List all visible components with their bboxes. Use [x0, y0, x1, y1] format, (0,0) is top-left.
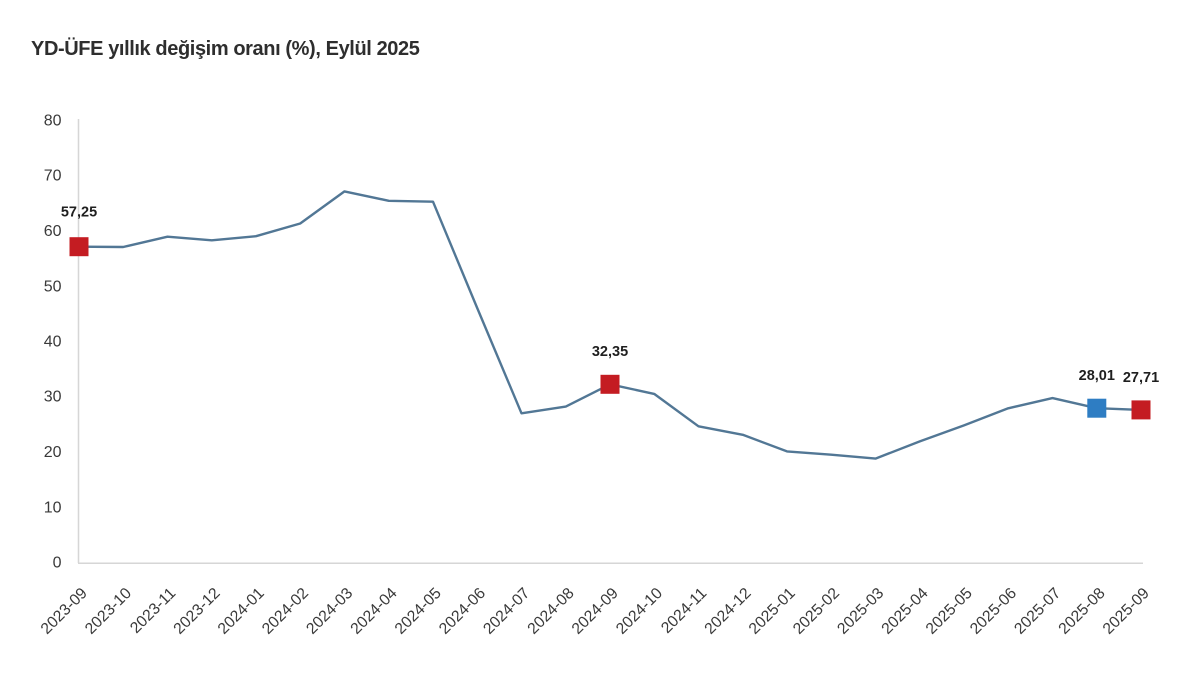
- svg-text:50: 50: [44, 278, 62, 295]
- svg-text:2024-05: 2024-05: [392, 585, 445, 638]
- svg-text:2024-03: 2024-03: [303, 585, 356, 638]
- svg-text:2024-11: 2024-11: [658, 585, 710, 637]
- svg-text:20: 20: [44, 444, 62, 461]
- svg-text:2025-07: 2025-07: [1011, 585, 1064, 638]
- svg-text:2025-03: 2025-03: [834, 585, 887, 638]
- svg-text:57,25: 57,25: [61, 205, 97, 221]
- svg-text:2024-08: 2024-08: [525, 585, 578, 638]
- svg-text:2025-05: 2025-05: [923, 585, 976, 638]
- svg-text:2023-12: 2023-12: [171, 585, 224, 638]
- svg-text:2024-09: 2024-09: [569, 585, 622, 638]
- svg-text:2025-09: 2025-09: [1100, 585, 1153, 638]
- svg-text:2025-06: 2025-06: [967, 585, 1020, 638]
- svg-text:2024-01: 2024-01: [215, 585, 268, 638]
- svg-text:2024-12: 2024-12: [702, 585, 755, 638]
- svg-text:30: 30: [44, 389, 62, 406]
- svg-text:80: 80: [44, 113, 62, 130]
- svg-text:2023-09: 2023-09: [38, 585, 91, 638]
- svg-text:32,35: 32,35: [592, 344, 628, 360]
- svg-text:28,01: 28,01: [1079, 368, 1115, 384]
- svg-text:2024-04: 2024-04: [348, 585, 401, 638]
- svg-text:2023-10: 2023-10: [82, 585, 135, 638]
- svg-text:2024-02: 2024-02: [259, 585, 312, 638]
- svg-text:2023-11: 2023-11: [127, 585, 179, 637]
- svg-text:2025-04: 2025-04: [879, 585, 932, 638]
- svg-text:60: 60: [44, 223, 62, 240]
- svg-text:2025-08: 2025-08: [1056, 585, 1109, 638]
- svg-text:0: 0: [53, 555, 62, 572]
- svg-text:10: 10: [44, 499, 62, 516]
- svg-text:2024-06: 2024-06: [436, 585, 489, 638]
- svg-text:2025-02: 2025-02: [790, 585, 843, 638]
- svg-text:2024-07: 2024-07: [480, 585, 533, 638]
- svg-text:2025-01: 2025-01: [746, 585, 799, 638]
- svg-text:40: 40: [44, 334, 62, 351]
- svg-text:27,71: 27,71: [1123, 370, 1159, 386]
- svg-text:70: 70: [44, 168, 62, 185]
- svg-text:2024-10: 2024-10: [613, 585, 666, 638]
